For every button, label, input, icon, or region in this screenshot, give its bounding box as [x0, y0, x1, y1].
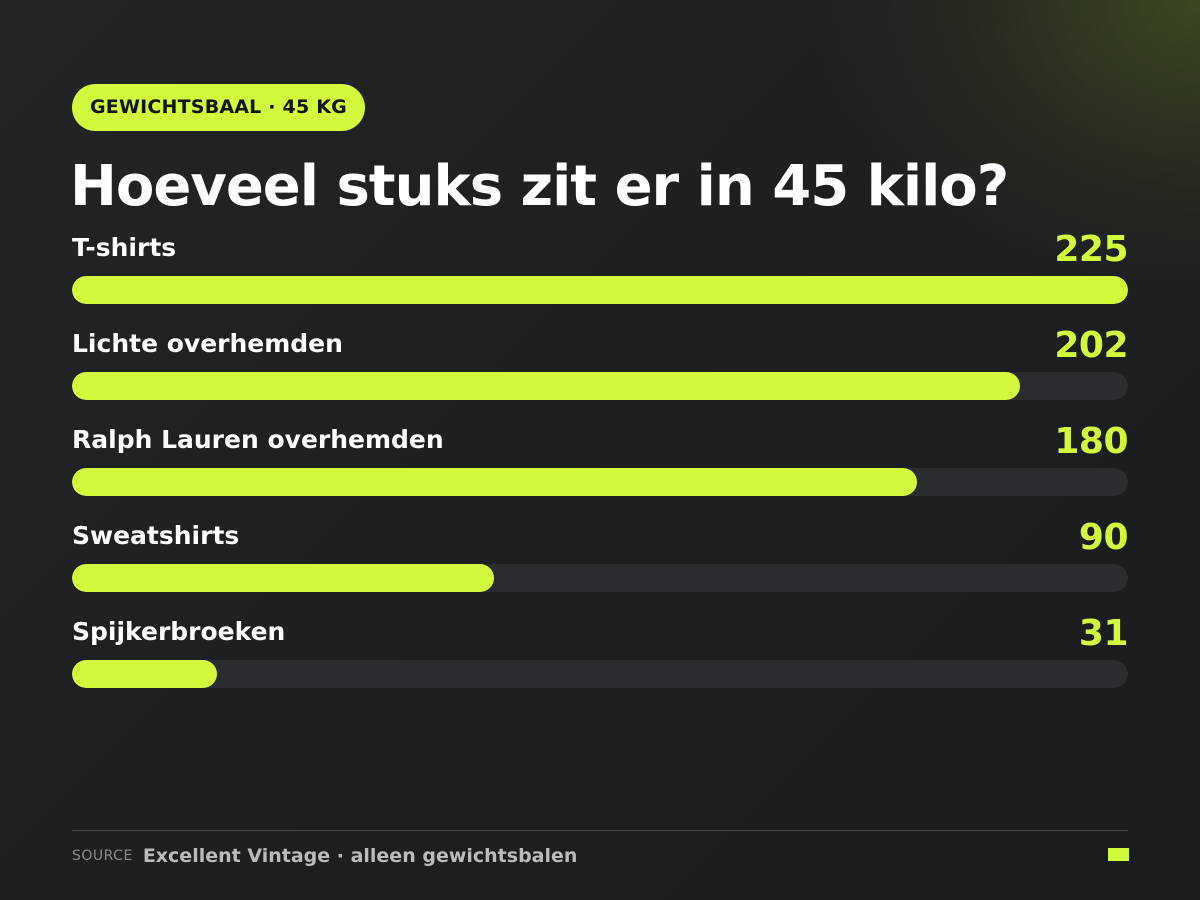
bar-label: Lichte overhemden — [72, 329, 343, 358]
bar-row: T-shirts 225 — [72, 228, 1128, 324]
chart-title: Hoeveel stuks zit er in 45 kilo? — [70, 154, 1009, 219]
bar-value: 90 — [1078, 517, 1129, 558]
source-text: Excellent Vintage · alleen gewichtsbalen — [142, 845, 578, 867]
bar — [72, 276, 1128, 304]
bar-value: 180 — [1054, 421, 1128, 462]
bar-row: Lichte overhemden 202 — [72, 324, 1128, 420]
bar — [72, 660, 218, 688]
bar — [72, 468, 917, 496]
bar-label: Spijkerbroeken — [72, 617, 286, 646]
bar-value: 202 — [1054, 325, 1128, 366]
footer-divider — [72, 830, 1128, 831]
source-footer: SOURCE Excellent Vintage · alleen gewich… — [72, 841, 577, 871]
bar-track — [72, 276, 1128, 304]
bar — [72, 372, 1021, 400]
bar-track — [72, 468, 1128, 496]
bar-track — [72, 660, 1128, 688]
category-badge: GEWICHTSBAAL · 45 KG — [72, 84, 365, 131]
bar-value: 31 — [1078, 613, 1129, 654]
bar-value: 225 — [1054, 229, 1128, 270]
bar-track — [72, 564, 1128, 592]
bar-row: Ralph Lauren overhemden 180 — [72, 420, 1128, 516]
bar — [72, 564, 495, 592]
brand-mark-icon — [1108, 848, 1129, 861]
bar-row: Spijkerbroeken 31 — [72, 612, 1129, 708]
source-label: SOURCE — [72, 848, 133, 864]
bar-row: Sweatshirts 90 — [72, 516, 1129, 612]
bar-track — [72, 372, 1128, 400]
bar-label: T-shirts — [72, 233, 177, 262]
bar-label: Sweatshirts — [72, 521, 240, 550]
bar-chart: T-shirts 225 Lichte overhemden 202 Ralph Lau… — [72, 228, 1129, 708]
bar-label: Ralph Lauren overhemden — [72, 425, 444, 454]
